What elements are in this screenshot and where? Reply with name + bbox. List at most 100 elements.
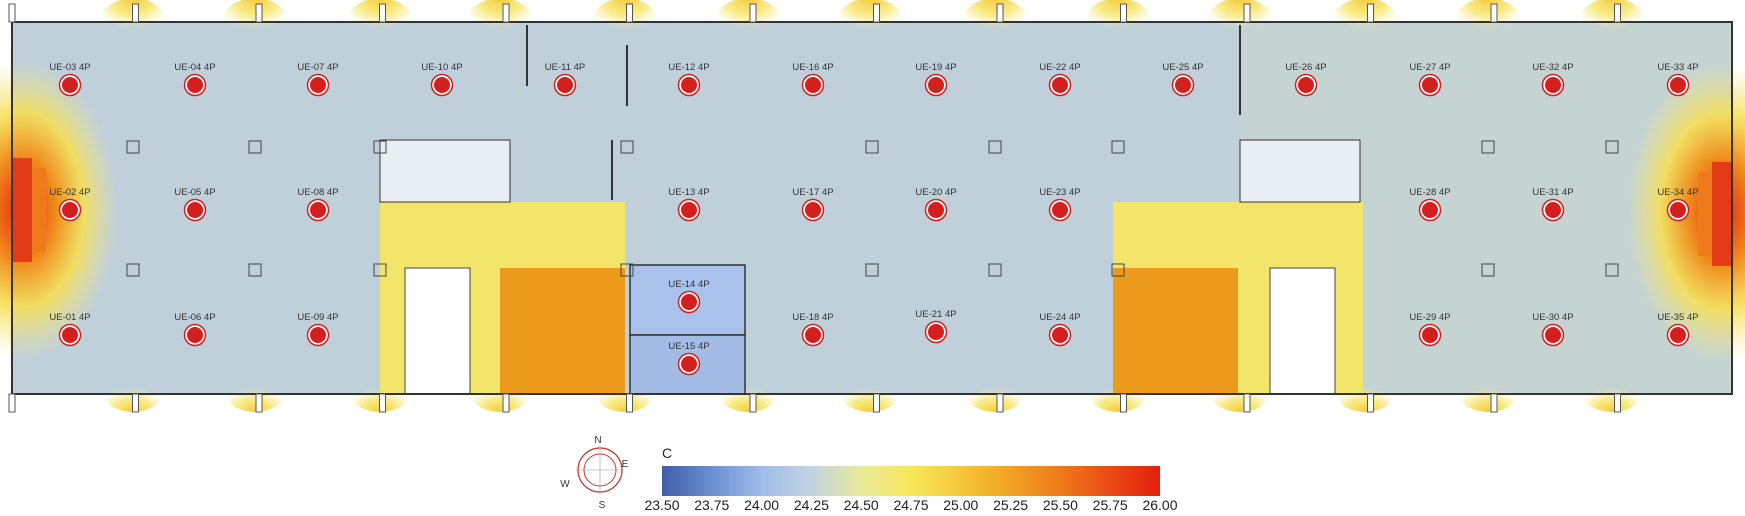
legend-tick-label: 23.75 [694,497,729,513]
unit-label: UE-34 4P [1657,187,1698,198]
unit-marker-dot [310,202,326,218]
unit-16: UE-16 4P [792,62,834,97]
unit-12: UE-12 4P [668,62,710,97]
legend-ticks: 23.50 23.75 24.00 24.25 24.50 24.75 25.00 25.25… [644,497,1177,513]
perimeter-heat-zones [0,60,1745,362]
mullion-bottom [626,393,633,413]
unit-label: UE-20 4P [915,187,956,198]
unit-21: UE-21 4P [915,309,957,344]
unit-label: UE-21 4P [915,309,956,320]
warm-spot-top [961,0,1029,50]
unit-marker-dot [1422,202,1438,218]
unit-label: UE-02 4P [49,187,90,198]
unit-27: UE-27 4P [1409,62,1451,97]
unit-label: UE-17 4P [792,187,833,198]
mullion-top [749,3,757,23]
unit-label: UE-12 4P [668,62,709,73]
unit-30: UE-30 4P [1532,312,1574,347]
unit-marker-dot [928,77,944,93]
mullion-top [132,3,139,23]
unit-marker-dot [1545,77,1561,93]
mullion-top [996,3,1004,23]
unit-label: UE-05 4P [174,187,215,198]
unit-18: UE-18 4P [792,312,834,347]
mullion-top [1367,3,1374,23]
unit-5: UE-05 4P [174,187,216,222]
legend-tick-label: 26.00 [1142,497,1177,513]
mullion-bottom [1614,393,1621,413]
unit-marker-dot [62,77,78,93]
unit-label: UE-19 4P [915,62,956,73]
legend-tick-label: 25.75 [1093,497,1128,513]
unit-23: UE-23 4P [1039,187,1081,222]
unit-marker-dot [1670,327,1686,343]
unit-label: UE-29 4P [1409,312,1450,323]
unit-25: UE-25 4P [1162,62,1204,97]
legend-tick-label: 24.00 [744,497,779,513]
mullion-bottom [873,393,880,413]
mullion-top [1243,3,1251,23]
legend-unit: C [662,445,672,461]
unit-13: UE-13 4P [668,187,710,222]
mullion-top [502,3,510,23]
unit-label: UE-25 4P [1162,62,1203,73]
walls [11,21,1733,395]
column [126,263,140,277]
unit-label: UE-32 4P [1532,62,1573,73]
mullion-bottom [749,393,757,413]
legend-color-bar [662,466,1160,496]
warm-spot-top [99,0,167,50]
mullion-top [626,3,633,23]
mullion-top [873,3,880,23]
unit-label: UE-24 4P [1039,312,1080,323]
legend-tick-label: 24.75 [893,497,928,513]
unit-marker-dot [187,327,203,343]
unit-34: UE-34 4P [1657,187,1699,222]
unit-label: UE-27 4P [1409,62,1450,73]
column [1111,263,1125,277]
warm-spot-bottom [1458,372,1518,412]
unit-label: UE-07 4P [297,62,338,73]
unit-marker-dot [62,327,78,343]
unit-label: UE-03 4P [49,62,90,73]
warm-spot-top [346,0,414,50]
mullion-bottom [996,393,1004,413]
core-east [1113,139,1363,395]
column [248,263,262,277]
column [1481,263,1495,277]
unit-markers: UE-01 4P UE-02 4P UE-03 4P UE-04 4P UE-05 4P… [49,62,1699,376]
unit-label: UE-22 4P [1039,62,1080,73]
unit-label: UE-01 4P [49,312,90,323]
unit-32: UE-32 4P [1532,62,1574,97]
unit-marker-dot [557,77,573,93]
unit-label: UE-35 4P [1657,312,1698,323]
legend-tick-label: 25.50 [1043,497,1078,513]
unit-35: UE-35 4P [1657,312,1699,347]
unit-label: UE-14 4P [668,279,709,290]
compass-rose: N E S W [560,435,628,511]
temperature-legend: C 23.50 23.75 24.00 24.25 24.50 24.75 25.00 25.… [644,445,1177,513]
mullion-top [1614,3,1621,23]
warm-spot-top [1331,0,1399,50]
unit-20: UE-20 4P [915,187,957,222]
unit-marker-dot [434,77,450,93]
column [248,140,262,154]
legend-tick-label: 24.25 [794,497,829,513]
column [620,140,634,154]
mullion-bottom [1120,393,1127,413]
unit-1: UE-01 4P [49,312,91,347]
mullion-bottom [502,393,510,413]
mullion-bottom [379,393,386,413]
unit-marker-dot [928,202,944,218]
column [865,263,879,277]
unit-9: UE-09 4P [297,312,339,347]
unit-label: UE-13 4P [668,187,709,198]
unit-label: UE-31 4P [1532,187,1573,198]
legend-tick-label: 25.00 [943,497,978,513]
unit-marker-dot [1052,77,1068,93]
mullion-top [1120,3,1127,23]
column [1605,140,1619,154]
unit-6: UE-06 4P [174,312,216,347]
warm-spot-top [221,0,289,50]
